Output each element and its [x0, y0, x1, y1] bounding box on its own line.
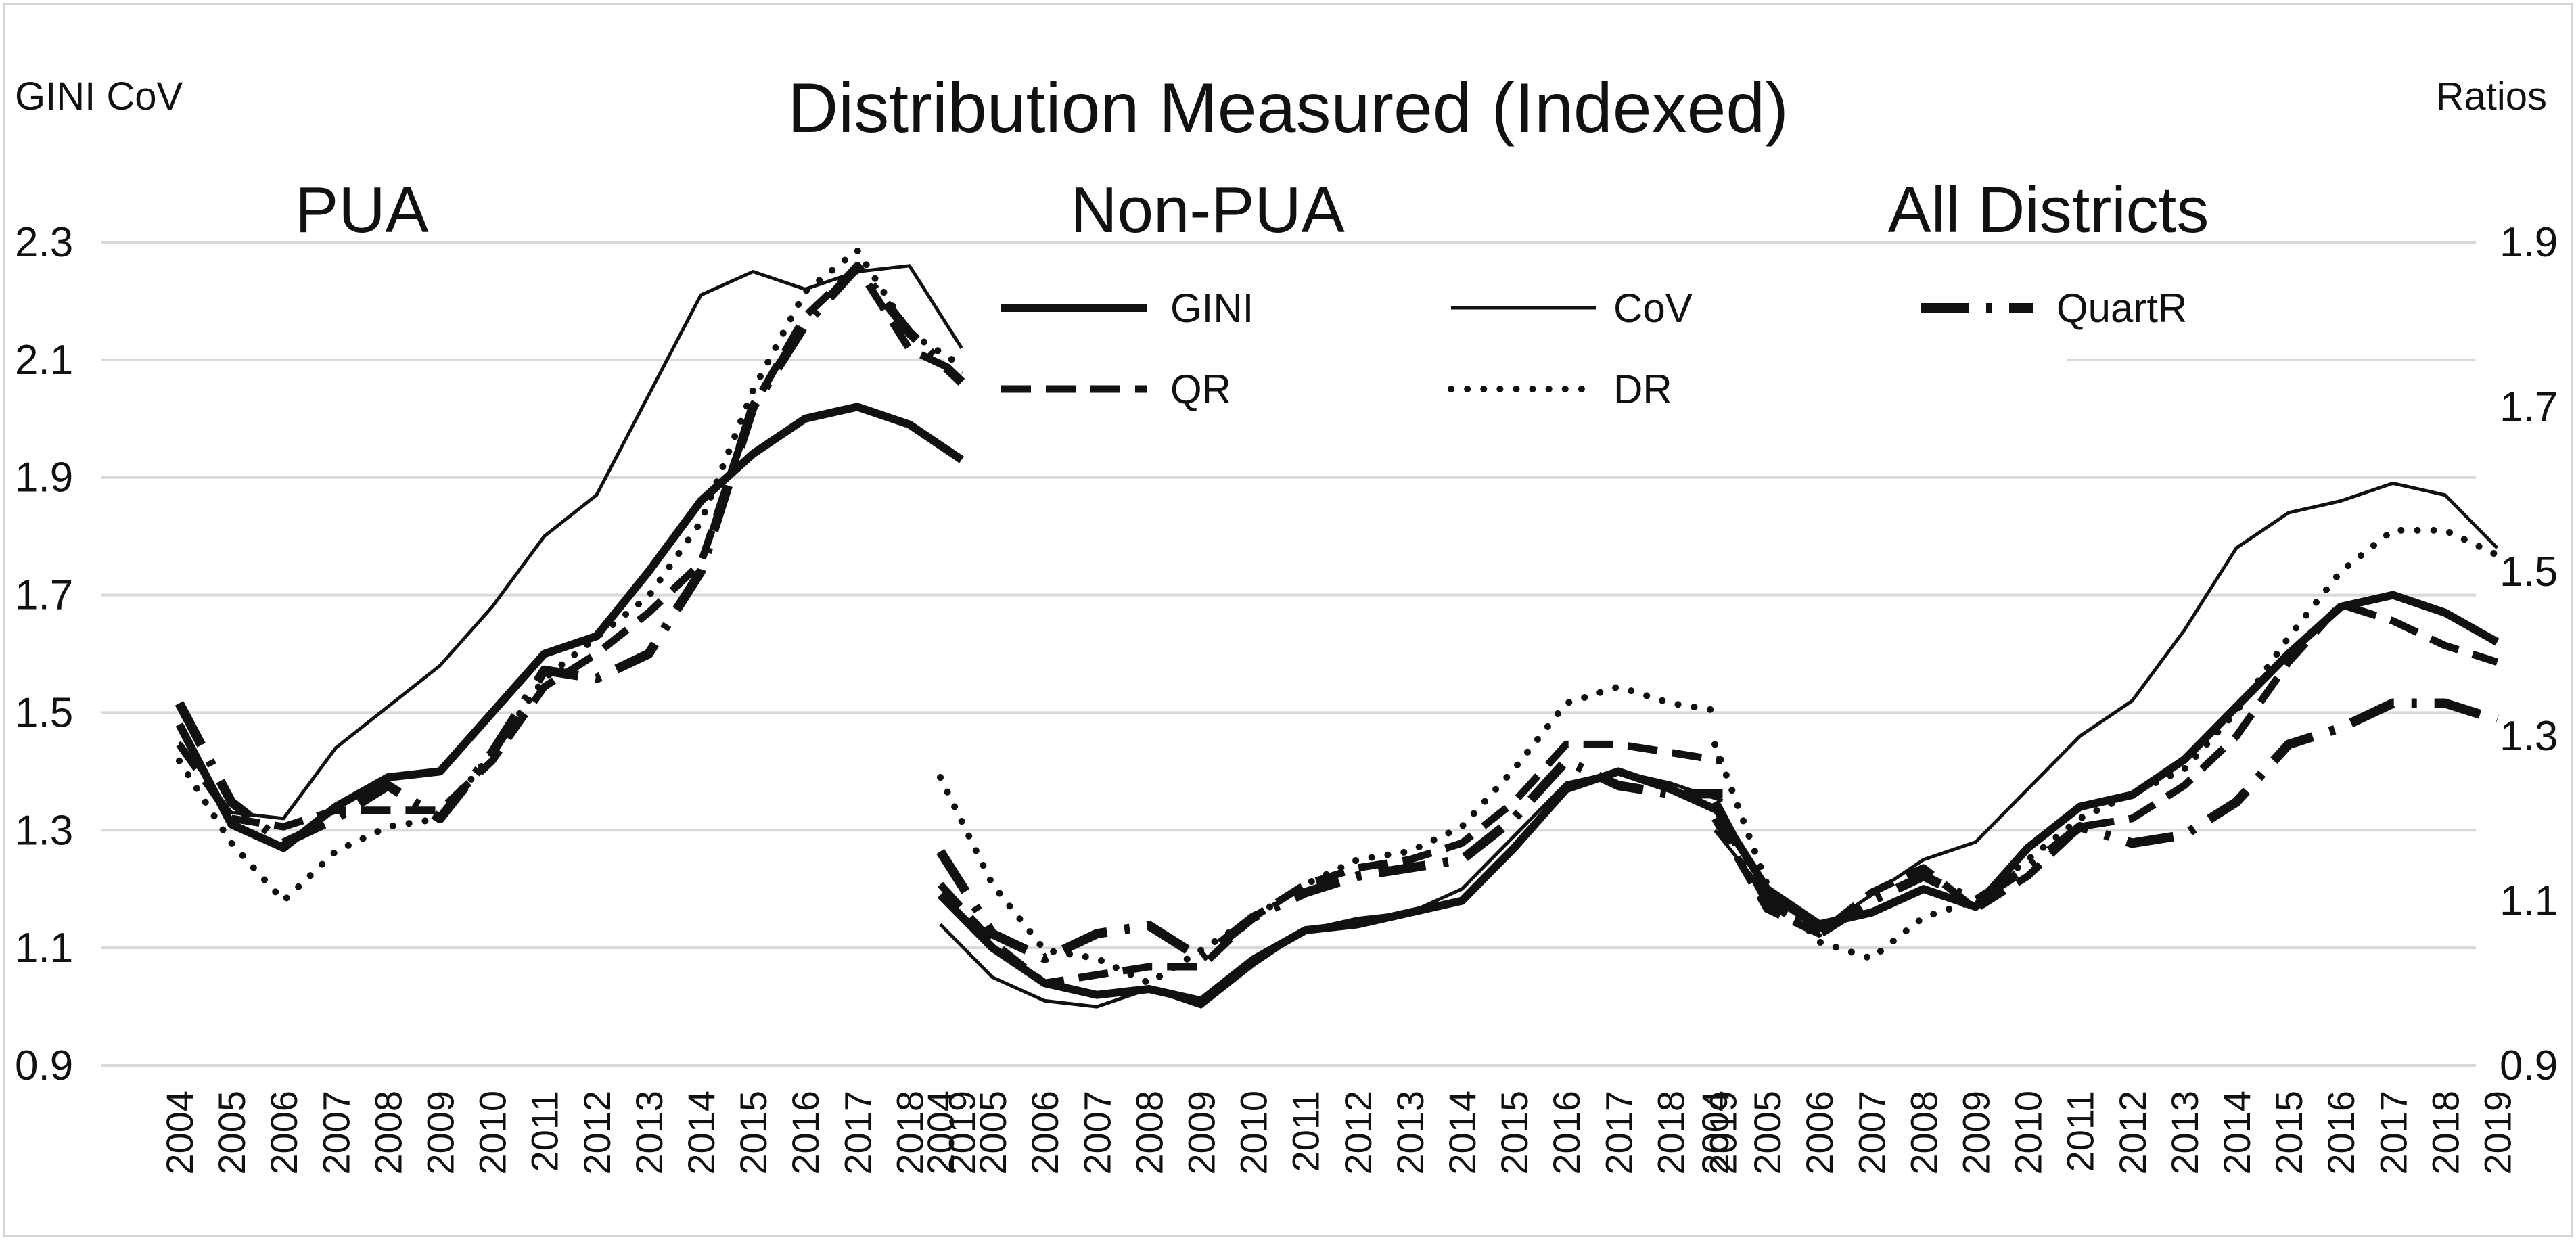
- right-axis-label: Ratios: [2436, 74, 2547, 118]
- x-tick-all-districts-2014: 2014: [2215, 1090, 2258, 1175]
- right-y-tick-1-3: 1.3: [2500, 713, 2558, 760]
- x-tick-pua-2018: 2018: [888, 1090, 931, 1175]
- right-y-tick-1-1: 1.1: [2500, 878, 2558, 925]
- left-y-tick-2-3: 2.3: [15, 219, 73, 266]
- x-tick-non-pua-2013: 2013: [1389, 1090, 1431, 1175]
- x-tick-pua-2010: 2010: [472, 1090, 514, 1175]
- legend-background: [944, 260, 2067, 426]
- right-y-tick-0-9: 0.9: [2500, 1042, 2558, 1089]
- legend-label-qr: QR: [1170, 367, 1231, 412]
- series-line-pua-gini: [175, 403, 964, 852]
- x-tick-all-districts-2016: 2016: [2320, 1090, 2362, 1175]
- x-tick-non-pua-2006: 2006: [1024, 1090, 1066, 1175]
- x-tick-pua-2014: 2014: [680, 1090, 722, 1175]
- legend-label-cov: CoV: [1613, 285, 1693, 331]
- x-tick-pua-2011: 2011: [524, 1090, 566, 1172]
- x-tick-all-districts-2018: 2018: [2424, 1090, 2466, 1175]
- x-tick-all-districts-2010: 2010: [2007, 1090, 2050, 1175]
- x-tick-all-districts-2008: 2008: [1902, 1090, 1945, 1175]
- x-tick-non-pua-2009: 2009: [1180, 1090, 1223, 1175]
- left-y-tick-1-3: 1.3: [15, 807, 73, 854]
- left-y-tick-2-1: 2.1: [15, 337, 73, 384]
- gridlines: [101, 241, 2476, 1067]
- x-tick-non-pua-2005: 2005: [971, 1090, 1014, 1175]
- x-tick-non-pua-2011: 2011: [1285, 1090, 1327, 1172]
- x-tick-non-pua-2014: 2014: [1441, 1090, 1484, 1175]
- left-y-tick-1-9: 1.9: [15, 455, 73, 501]
- left-y-tick-1-7: 1.7: [15, 572, 73, 619]
- x-tick-all-districts-2004: 2004: [1694, 1090, 1736, 1175]
- x-tick-all-districts-2012: 2012: [2111, 1090, 2154, 1175]
- series-line-non-pua-dr: [937, 683, 1726, 987]
- x-tick-non-pua-2016: 2016: [1545, 1090, 1588, 1175]
- x-tick-pua-2012: 2012: [576, 1090, 618, 1175]
- right-y-tick-1-9: 1.9: [2500, 219, 2558, 266]
- legend: GINI CoV QuartR QR DR: [1001, 285, 2187, 412]
- x-tick-all-districts-2009: 2009: [1955, 1090, 1998, 1175]
- x-tick-pua-2004: 2004: [158, 1090, 201, 1175]
- right-y-tick-1-5: 1.5: [2500, 549, 2558, 595]
- legend-label-quartr: QuartR: [2056, 285, 2187, 331]
- axes: 0.9 1.1 1.3 1.5 1.7 1.9 2.1 2.3 0.9 1.1 1.3 1.5 1.7 1…: [15, 219, 2558, 1175]
- x-tick-pua-2017: 2017: [836, 1090, 879, 1175]
- x-tick-pua-2005: 2005: [210, 1090, 253, 1175]
- x-tick-pua-2013: 2013: [628, 1090, 670, 1175]
- panel-title-pua: PUA: [295, 174, 428, 246]
- x-tick-non-pua-2008: 2008: [1128, 1090, 1170, 1175]
- x-tick-non-pua-2007: 2007: [1076, 1090, 1118, 1175]
- x-tick-pua-2008: 2008: [367, 1090, 409, 1175]
- left-y-tick-0-9: 0.9: [15, 1042, 73, 1089]
- x-tick-all-districts-2015: 2015: [2268, 1090, 2310, 1175]
- series-line-pua-cov: [177, 264, 963, 821]
- x-tick-non-pua-2004: 2004: [919, 1090, 962, 1175]
- x-tick-pua-2019: 2019: [941, 1090, 984, 1175]
- x-tick-all-districts-2006: 2006: [1798, 1090, 1841, 1175]
- x-tick-all-districts-2019: 2019: [2477, 1090, 2519, 1175]
- x-tick-pua-2006: 2006: [262, 1090, 305, 1175]
- x-tick-pua-2016: 2016: [784, 1090, 827, 1175]
- x-tick-non-pua-2012: 2012: [1337, 1090, 1379, 1175]
- series-line-pua-dr: [176, 247, 965, 904]
- chart-border: [3, 3, 2573, 1237]
- x-tick-non-pua-2015: 2015: [1493, 1090, 1536, 1175]
- left-y-tick-1-1: 1.1: [15, 925, 73, 971]
- x-tick-all-districts-2013: 2013: [2163, 1090, 2206, 1175]
- series-line-non-pua-gini: [937, 767, 1724, 1005]
- series-line-non-pua-qr: [937, 740, 1724, 987]
- x-tick-all-districts-2017: 2017: [2372, 1090, 2414, 1175]
- x-tick-pua-2009: 2009: [419, 1090, 462, 1175]
- x-tick-all-districts-2007: 2007: [1850, 1090, 1893, 1175]
- right-y-tick-1-7: 1.7: [2500, 384, 2558, 430]
- panel-title-all-districts: All Districts: [1888, 174, 2209, 246]
- left-axis-label: GINI CoV: [15, 74, 183, 118]
- series-line-non-pua-quartr: [936, 756, 1723, 963]
- x-tick-pua-2007: 2007: [315, 1090, 357, 1175]
- series-line-all-districts-gini: [1711, 591, 2500, 929]
- x-tick-non-pua-2018: 2018: [1649, 1090, 1692, 1175]
- legend-label-dr: DR: [1613, 367, 1672, 412]
- left-y-tick-1-5: 1.5: [15, 689, 73, 736]
- x-tick-non-pua-2019: 2019: [1702, 1090, 1745, 1175]
- x-tick-all-districts-2005: 2005: [1746, 1090, 1789, 1175]
- chart-title: Distribution Measured (Indexed): [787, 69, 1789, 147]
- legend-label-gini: GINI: [1170, 285, 1254, 331]
- x-tick-all-districts-2011: 2011: [2059, 1090, 2102, 1172]
- panel-title-non-pua: Non-PUA: [1070, 174, 1344, 246]
- x-tick-pua-2015: 2015: [732, 1090, 775, 1175]
- series-lines: [175, 247, 2501, 1009]
- x-tick-non-pua-2017: 2017: [1597, 1090, 1640, 1175]
- x-tick-non-pua-2010: 2010: [1233, 1090, 1275, 1175]
